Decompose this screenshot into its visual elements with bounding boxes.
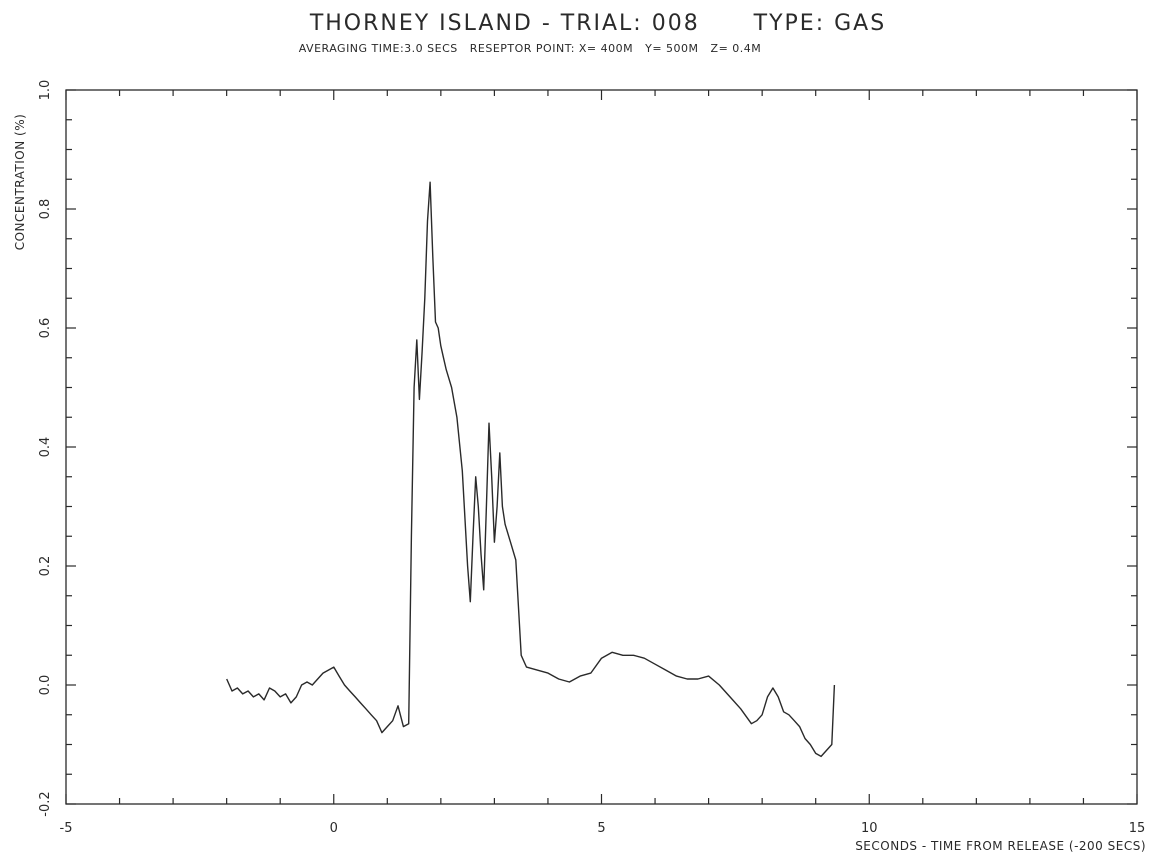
y-tick-label: -0.2 <box>38 791 53 816</box>
x-tick-label: 15 <box>1129 821 1146 836</box>
y-tick-label: 0.6 <box>38 318 53 339</box>
x-tick-label: 0 <box>330 821 338 836</box>
chart-subtitle: AVERAGING TIME:3.0 SECS RESEPTOR POINT: … <box>299 42 762 55</box>
x-axis-tick-labels: -5 0 5 10 15 <box>60 821 1146 836</box>
x-axis-label: SECONDS - TIME FROM RELEASE (-200 SECS) <box>855 839 1146 853</box>
y-axis-label: CONCENTRATION (%) <box>13 114 27 251</box>
chart-title: THORNEY ISLAND - TRIAL: 008 TYPE: GAS <box>309 11 886 36</box>
y-axis-tick-labels: -0.2 0.0 0.2 0.4 0.6 0.8 1.0 <box>38 80 53 817</box>
y-tick-label: 0.2 <box>38 556 53 577</box>
x-tick-label: 5 <box>597 821 605 836</box>
y-tick-label: 0.8 <box>38 199 53 220</box>
y-tick-label: 0.4 <box>38 437 53 458</box>
series-line <box>226 181 836 758</box>
plot-frame <box>65 89 1138 805</box>
y-axis-ticks <box>66 89 1137 805</box>
y-tick-label: 1.0 <box>38 80 53 101</box>
y-tick-label: 0.0 <box>38 675 53 696</box>
x-tick-label: 10 <box>861 821 878 836</box>
x-axis-ticks <box>65 90 1138 804</box>
x-tick-label: -5 <box>60 821 73 836</box>
series-layer <box>226 181 836 758</box>
